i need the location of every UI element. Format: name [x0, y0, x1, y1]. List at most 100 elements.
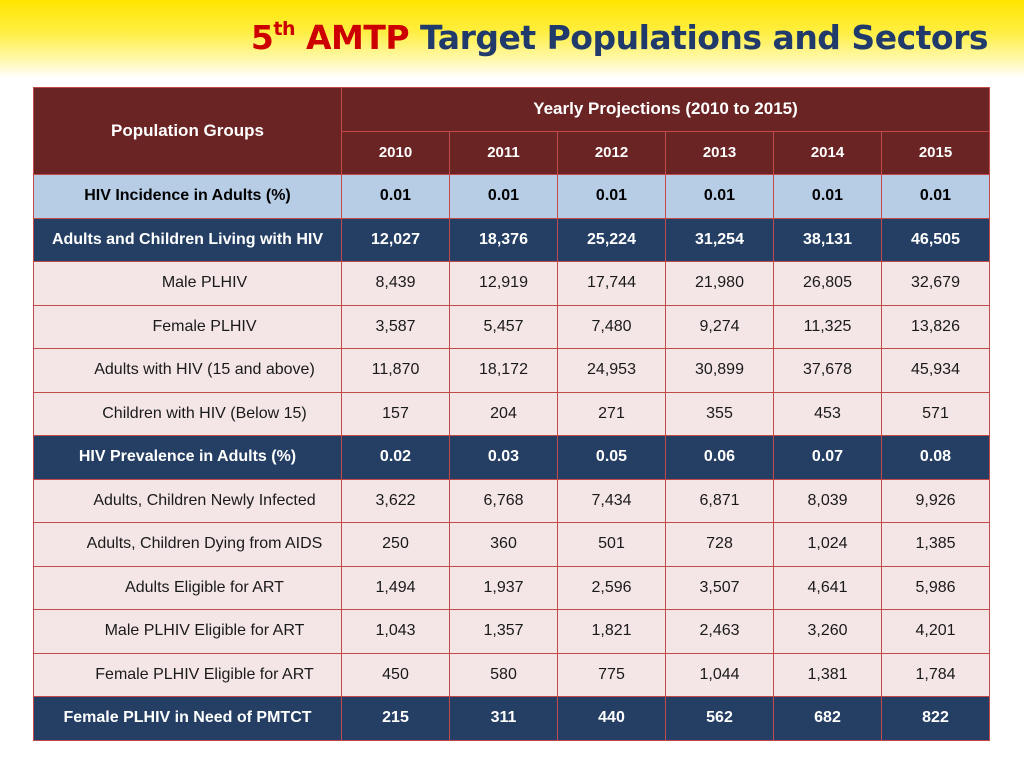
value-cell: 11,870: [341, 348, 450, 393]
value-cell: 26,805: [773, 261, 882, 306]
value-cell: 2,596: [557, 565, 666, 610]
value-cell: 3,622: [341, 478, 450, 523]
value-cell: 31,254: [665, 217, 774, 262]
value-cell: 30,899: [665, 348, 774, 393]
table-row: Adults and Children Living with HIV 12,02…: [33, 217, 990, 262]
value-cell: 5,457: [449, 304, 558, 349]
value-cell: 571: [881, 391, 990, 436]
value-cell: 501: [557, 522, 666, 567]
population-groups-header: Population Groups: [33, 87, 342, 175]
value-cell: 1,821: [557, 609, 666, 654]
value-cell: 4,201: [881, 609, 990, 654]
projections-table: Population Groups Yearly Projections (20…: [33, 87, 990, 741]
value-cell: 682: [773, 696, 882, 741]
value-cell: 1,385: [881, 522, 990, 567]
table-row: Male PLHIV Eligible for ART 1,043 1,357 1,8…: [33, 609, 990, 654]
table-row: HIV Prevalence in Adults (%) 0.02 0.03 0.05…: [33, 435, 990, 480]
row-label: HIV Prevalence in Adults (%): [33, 435, 342, 480]
year-header: 2013: [665, 130, 774, 175]
value-cell: 0.02: [341, 435, 450, 480]
table-row: Female PLHIV 3,587 5,457 7,480 9,274 11,325 13…: [33, 304, 990, 349]
row-label: Adults, Children Newly Infected: [33, 478, 342, 523]
row-label: Adults and Children Living with HIV: [33, 217, 342, 262]
year-header: 2014: [773, 130, 882, 175]
value-cell: 0.01: [665, 174, 774, 219]
value-cell: 46,505: [881, 217, 990, 262]
value-cell: 562: [665, 696, 774, 741]
year-header: 2011: [449, 130, 558, 175]
value-cell: 7,480: [557, 304, 666, 349]
value-cell: 1,043: [341, 609, 450, 654]
value-cell: 18,376: [449, 217, 558, 262]
value-cell: 32,679: [881, 261, 990, 306]
value-cell: 8,039: [773, 478, 882, 523]
yearly-projections-header: Yearly Projections (2010 to 2015): [341, 87, 990, 132]
table-row: Adults, Children Dying from AIDS 250 360 50…: [33, 522, 990, 567]
value-cell: 204: [449, 391, 558, 436]
value-cell: 1,494: [341, 565, 450, 610]
row-label: Female PLHIV: [33, 304, 342, 349]
year-header: 2012: [557, 130, 666, 175]
row-label: HIV Incidence in Adults (%): [33, 174, 342, 219]
row-label: Male PLHIV Eligible for ART: [33, 609, 342, 654]
value-cell: 1,024: [773, 522, 882, 567]
value-cell: 0.01: [881, 174, 990, 219]
value-cell: 360: [449, 522, 558, 567]
value-cell: 1,937: [449, 565, 558, 610]
slide-title: 5th AMTP Target Populations and Sectors: [250, 18, 989, 57]
row-label: Male PLHIV: [33, 261, 342, 306]
value-cell: 580: [449, 652, 558, 697]
value-cell: 12,027: [341, 217, 450, 262]
table-row: Male PLHIV 8,439 12,919 17,744 21,980 26,805 3…: [33, 261, 990, 306]
value-cell: 37,678: [773, 348, 882, 393]
value-cell: 0.01: [341, 174, 450, 219]
row-label: Adults, Children Dying from AIDS: [33, 522, 342, 567]
value-cell: 355: [665, 391, 774, 436]
value-cell: 271: [557, 391, 666, 436]
value-cell: 25,224: [557, 217, 666, 262]
value-cell: 1,381: [773, 652, 882, 697]
title-number: 5: [250, 18, 274, 57]
table-row: Adults with HIV (15 and above) 11,870 18,1…: [33, 348, 990, 393]
value-cell: 450: [341, 652, 450, 697]
value-cell: 6,768: [449, 478, 558, 523]
title-superscript: th: [273, 18, 295, 40]
value-cell: 9,926: [881, 478, 990, 523]
value-cell: 311: [449, 696, 558, 741]
value-cell: 38,131: [773, 217, 882, 262]
value-cell: 7,434: [557, 478, 666, 523]
value-cell: 8,439: [341, 261, 450, 306]
value-cell: 12,919: [449, 261, 558, 306]
value-cell: 24,953: [557, 348, 666, 393]
year-header: 2015: [881, 130, 990, 175]
table-row: Adults Eligible for ART 1,494 1,937 2,596 3,…: [33, 565, 990, 610]
value-cell: 157: [341, 391, 450, 436]
value-cell: 822: [881, 696, 990, 741]
value-cell: 3,587: [341, 304, 450, 349]
row-label: Adults Eligible for ART: [33, 565, 342, 610]
value-cell: 0.01: [773, 174, 882, 219]
table-row: HIV Incidence in Adults (%) 0.01 0.01 0.01 0…: [33, 174, 990, 219]
value-cell: 0.08: [881, 435, 990, 480]
value-cell: 13,826: [881, 304, 990, 349]
row-label: Female PLHIV Eligible for ART: [33, 652, 342, 697]
value-cell: 440: [557, 696, 666, 741]
value-cell: 18,172: [449, 348, 558, 393]
value-cell: 0.06: [665, 435, 774, 480]
value-cell: 9,274: [665, 304, 774, 349]
row-label: Adults with HIV (15 and above): [33, 348, 342, 393]
value-cell: 0.07: [773, 435, 882, 480]
row-label: Female PLHIV in Need of PMTCT: [33, 696, 342, 741]
title-acronym: AMTP: [305, 18, 410, 57]
value-cell: 250: [341, 522, 450, 567]
value-cell: 3,260: [773, 609, 882, 654]
value-cell: 775: [557, 652, 666, 697]
value-cell: 21,980: [665, 261, 774, 306]
table-body: HIV Incidence in Adults (%) 0.01 0.01 0.01 0…: [33, 174, 990, 741]
value-cell: 0.01: [449, 174, 558, 219]
value-cell: 0.03: [449, 435, 558, 480]
value-cell: 17,744: [557, 261, 666, 306]
title-rest: Target Populations and Sectors: [420, 18, 988, 57]
value-cell: 5,986: [881, 565, 990, 610]
value-cell: 11,325: [773, 304, 882, 349]
